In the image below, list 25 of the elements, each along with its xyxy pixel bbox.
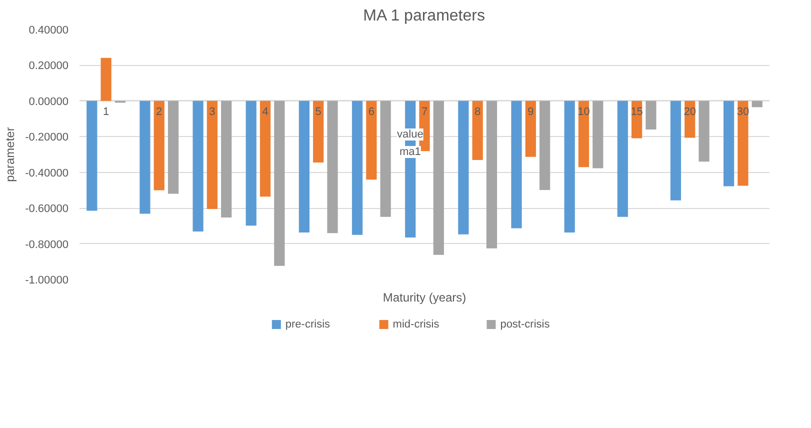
y-tick-label: 0.20000: [28, 60, 69, 72]
x-tick-label: 2: [156, 106, 162, 118]
chart-title: MA 1 parameters: [363, 8, 485, 24]
y-tick-label: -0.60000: [25, 203, 69, 216]
x-tick-label: 4: [262, 106, 268, 118]
y-axis-title: parameter: [3, 127, 18, 182]
x-tick-label: 1: [102, 106, 110, 118]
x-tick-label: 7: [421, 106, 428, 118]
x-tick-label: 3: [209, 106, 216, 118]
y-tick-label: 0.00000: [28, 96, 69, 108]
x-tick-label: 9: [528, 106, 534, 118]
y-tick-label: -1.00000: [25, 274, 69, 286]
legend-label: mid-crisis: [392, 318, 440, 330]
x-tick-label: 5: [315, 106, 322, 118]
legend-label: post-crisis: [500, 318, 550, 330]
x-tick-label: 8: [474, 106, 481, 118]
annotation: value: [397, 128, 424, 140]
annotation: ma1: [399, 146, 421, 158]
y-tick-label: -0.20000: [25, 132, 69, 144]
y-tick-label: -0.80000: [25, 238, 69, 251]
x-tick-label: 6: [368, 106, 374, 118]
x-axis-title: Maturity (years): [382, 290, 466, 304]
legend-label: pre-crisis: [285, 318, 331, 330]
y-tick-label: -0.40000: [25, 167, 69, 180]
y-tick-label: 0.40000: [28, 24, 69, 36]
